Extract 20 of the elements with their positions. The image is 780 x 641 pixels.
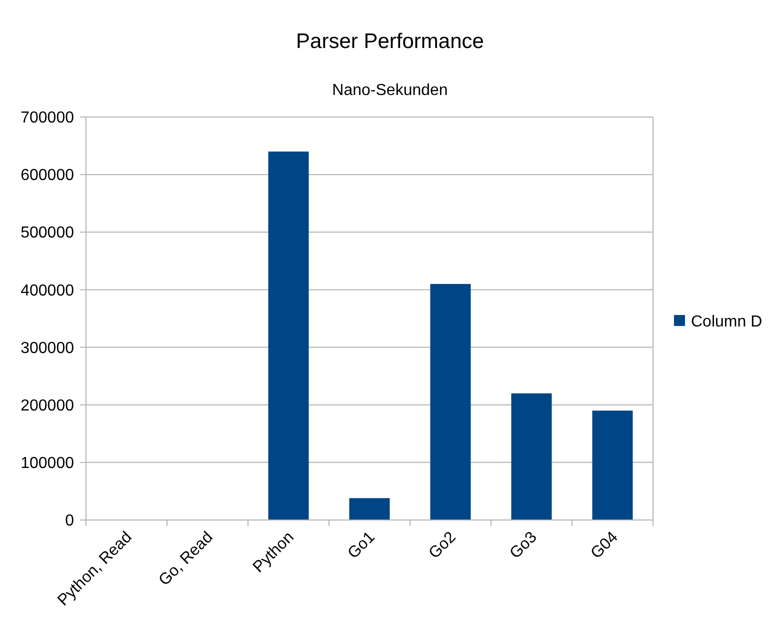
- y-tick-label: 700000: [20, 110, 74, 127]
- x-tick-label: G04: [588, 528, 622, 562]
- bar: [592, 410, 633, 520]
- bar: [268, 152, 309, 520]
- bar: [349, 498, 390, 520]
- y-tick-label: 100000: [20, 455, 74, 472]
- x-tick-label: Go2: [426, 528, 460, 562]
- y-tick-label: 600000: [20, 167, 74, 184]
- y-tick-label: 300000: [20, 340, 74, 357]
- bar: [430, 284, 471, 520]
- y-tick-label: 400000: [20, 282, 74, 300]
- y-tick-label: 0: [65, 512, 74, 530]
- chart-subtitle: Nano-Sekunden: [332, 82, 448, 99]
- x-tick-label: Go3: [506, 528, 540, 562]
- bar: [511, 393, 552, 520]
- y-tick-label: 500000: [20, 224, 74, 242]
- x-tick-label: Go1: [344, 528, 378, 562]
- legend-label: Column D: [691, 314, 762, 331]
- chart-title: Parser Performance: [296, 30, 484, 53]
- y-tick-label: 200000: [20, 397, 74, 414]
